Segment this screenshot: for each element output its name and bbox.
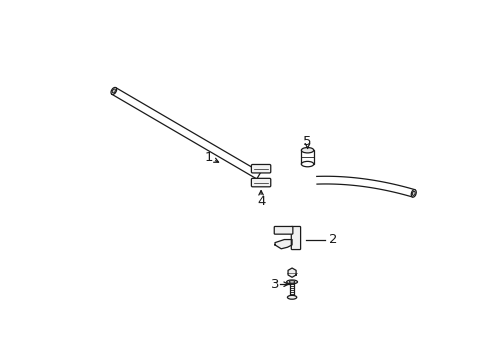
FancyBboxPatch shape [251,165,270,173]
Text: 1: 1 [204,150,213,164]
Ellipse shape [111,87,117,94]
Ellipse shape [301,161,313,167]
Ellipse shape [301,148,313,153]
FancyBboxPatch shape [274,226,292,234]
Text: 2: 2 [328,233,336,246]
Ellipse shape [411,191,414,195]
Text: 4: 4 [256,194,264,208]
Ellipse shape [289,281,294,283]
Polygon shape [316,176,414,197]
FancyBboxPatch shape [251,178,270,187]
Polygon shape [112,87,260,179]
Ellipse shape [286,280,297,284]
FancyBboxPatch shape [291,226,300,249]
Bar [301,150,313,164]
Ellipse shape [287,295,296,299]
Ellipse shape [410,190,415,197]
Polygon shape [274,239,291,249]
Text: 3: 3 [270,278,279,291]
Text: 5: 5 [303,135,311,148]
Polygon shape [287,268,296,277]
Ellipse shape [112,89,115,93]
